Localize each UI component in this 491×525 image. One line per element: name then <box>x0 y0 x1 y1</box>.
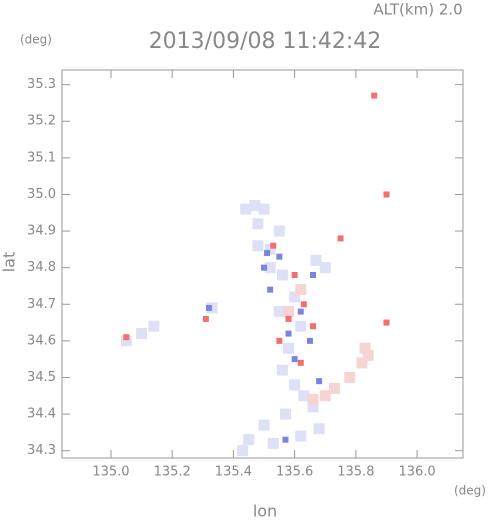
radar-cell <box>279 408 291 420</box>
y-tick-label: 35.0 <box>27 187 56 202</box>
radar-cell <box>285 330 292 337</box>
radar-cell <box>313 423 325 435</box>
radar-cell <box>359 342 371 354</box>
radar-cell <box>307 393 319 405</box>
radar-cell <box>252 240 264 252</box>
radar-cell <box>276 269 288 281</box>
radar-cell <box>252 218 264 230</box>
y-tick-label: 34.6 <box>27 333 56 348</box>
x-axis-label: lon <box>253 502 277 521</box>
x-tick-label: 135.8 <box>337 465 374 480</box>
radar-cell <box>297 359 304 366</box>
radar-cell <box>267 286 274 293</box>
y-tick-label: 34.9 <box>27 224 56 239</box>
radar-cell <box>283 306 295 318</box>
radar-cell <box>356 357 368 369</box>
y-tick-label: 34.7 <box>27 297 56 312</box>
radar-cell <box>289 291 301 303</box>
radar-cell <box>276 253 283 260</box>
x-tick-label: 135.6 <box>276 465 313 480</box>
radar-cell <box>310 323 317 330</box>
radar-cell <box>136 328 148 340</box>
radar-cell <box>267 437 279 449</box>
y-tick-label: 34.5 <box>27 370 56 385</box>
radar-cell <box>120 335 132 347</box>
radar-cell <box>264 262 276 274</box>
radar-cell <box>291 356 298 363</box>
x-tick-label: 135.4 <box>215 465 252 480</box>
radar-cell <box>206 302 218 314</box>
y-axis-label: lat <box>0 252 19 273</box>
plot-frame <box>61 69 464 459</box>
radar-cell <box>316 378 323 385</box>
radar-cell <box>249 199 261 211</box>
y-tick-label: 35.3 <box>27 77 56 92</box>
radar-cell <box>344 371 356 383</box>
radar-cell <box>298 390 310 402</box>
radar-cell <box>264 250 271 257</box>
radar-cell <box>297 308 304 315</box>
radar-cell <box>276 364 288 376</box>
radar-cell <box>240 203 252 215</box>
radar-cell <box>202 315 209 322</box>
radar-cell <box>319 390 331 402</box>
y-tick-label: 34.4 <box>27 407 56 422</box>
radar-cell <box>273 306 285 318</box>
y-tick-label: 34.3 <box>27 443 56 458</box>
radar-cell <box>310 271 317 278</box>
y-tick-label: 35.1 <box>27 150 56 165</box>
radar-cell <box>261 264 268 271</box>
radar-cell <box>371 92 378 99</box>
x-tick-label: 135.0 <box>92 465 129 480</box>
radar-cell <box>276 337 283 344</box>
radar-cell <box>283 342 295 354</box>
radar-cell <box>300 301 307 308</box>
x-tick-label: 136.0 <box>398 465 435 480</box>
y-tick-label: 34.8 <box>27 260 56 275</box>
radar-cell <box>289 379 301 391</box>
radar-cell <box>328 382 340 394</box>
radar-cell <box>205 304 212 311</box>
y-unit: (deg) <box>20 33 52 47</box>
radar-cell <box>383 319 390 326</box>
radar-cell <box>319 262 331 274</box>
altitude-label: ALT(km) 2.0 <box>373 1 462 19</box>
radar-cell <box>243 434 255 446</box>
radar-cell <box>148 320 160 332</box>
radar-cell <box>306 337 313 344</box>
radar-cell <box>291 271 298 278</box>
radar-cell <box>237 445 249 457</box>
radar-cell <box>295 320 307 332</box>
x-unit: (deg) <box>454 484 486 498</box>
radar-cell <box>337 235 344 242</box>
radar-cell <box>282 436 289 443</box>
radar-cell <box>264 243 276 255</box>
radar-cell <box>295 430 307 442</box>
radar-cell <box>258 419 270 431</box>
radar-cell <box>295 284 307 296</box>
radar-cell <box>270 242 277 249</box>
radar-cell <box>310 254 322 266</box>
y-tick-label: 35.2 <box>27 114 56 129</box>
radar-cell <box>123 334 130 341</box>
chart-title: 2013/09/08 11:42:42 <box>149 29 382 54</box>
radar-cell <box>307 401 319 413</box>
radar-cell <box>383 191 390 198</box>
radar-cell <box>273 225 285 237</box>
radar-cell <box>362 350 374 362</box>
x-tick-label: 135.2 <box>154 465 191 480</box>
radar-cell <box>285 315 292 322</box>
radar-cell <box>258 203 270 215</box>
